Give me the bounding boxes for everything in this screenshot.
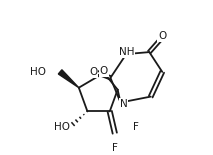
- Text: HO: HO: [53, 122, 69, 132]
- Polygon shape: [58, 70, 79, 88]
- Text: F: F: [133, 122, 139, 132]
- Text: N: N: [119, 99, 127, 108]
- Text: NH: NH: [118, 47, 134, 57]
- Text: O: O: [89, 67, 97, 77]
- Text: F: F: [112, 143, 118, 153]
- Text: O: O: [100, 66, 108, 76]
- Text: O: O: [158, 31, 166, 41]
- Text: HO: HO: [30, 67, 46, 77]
